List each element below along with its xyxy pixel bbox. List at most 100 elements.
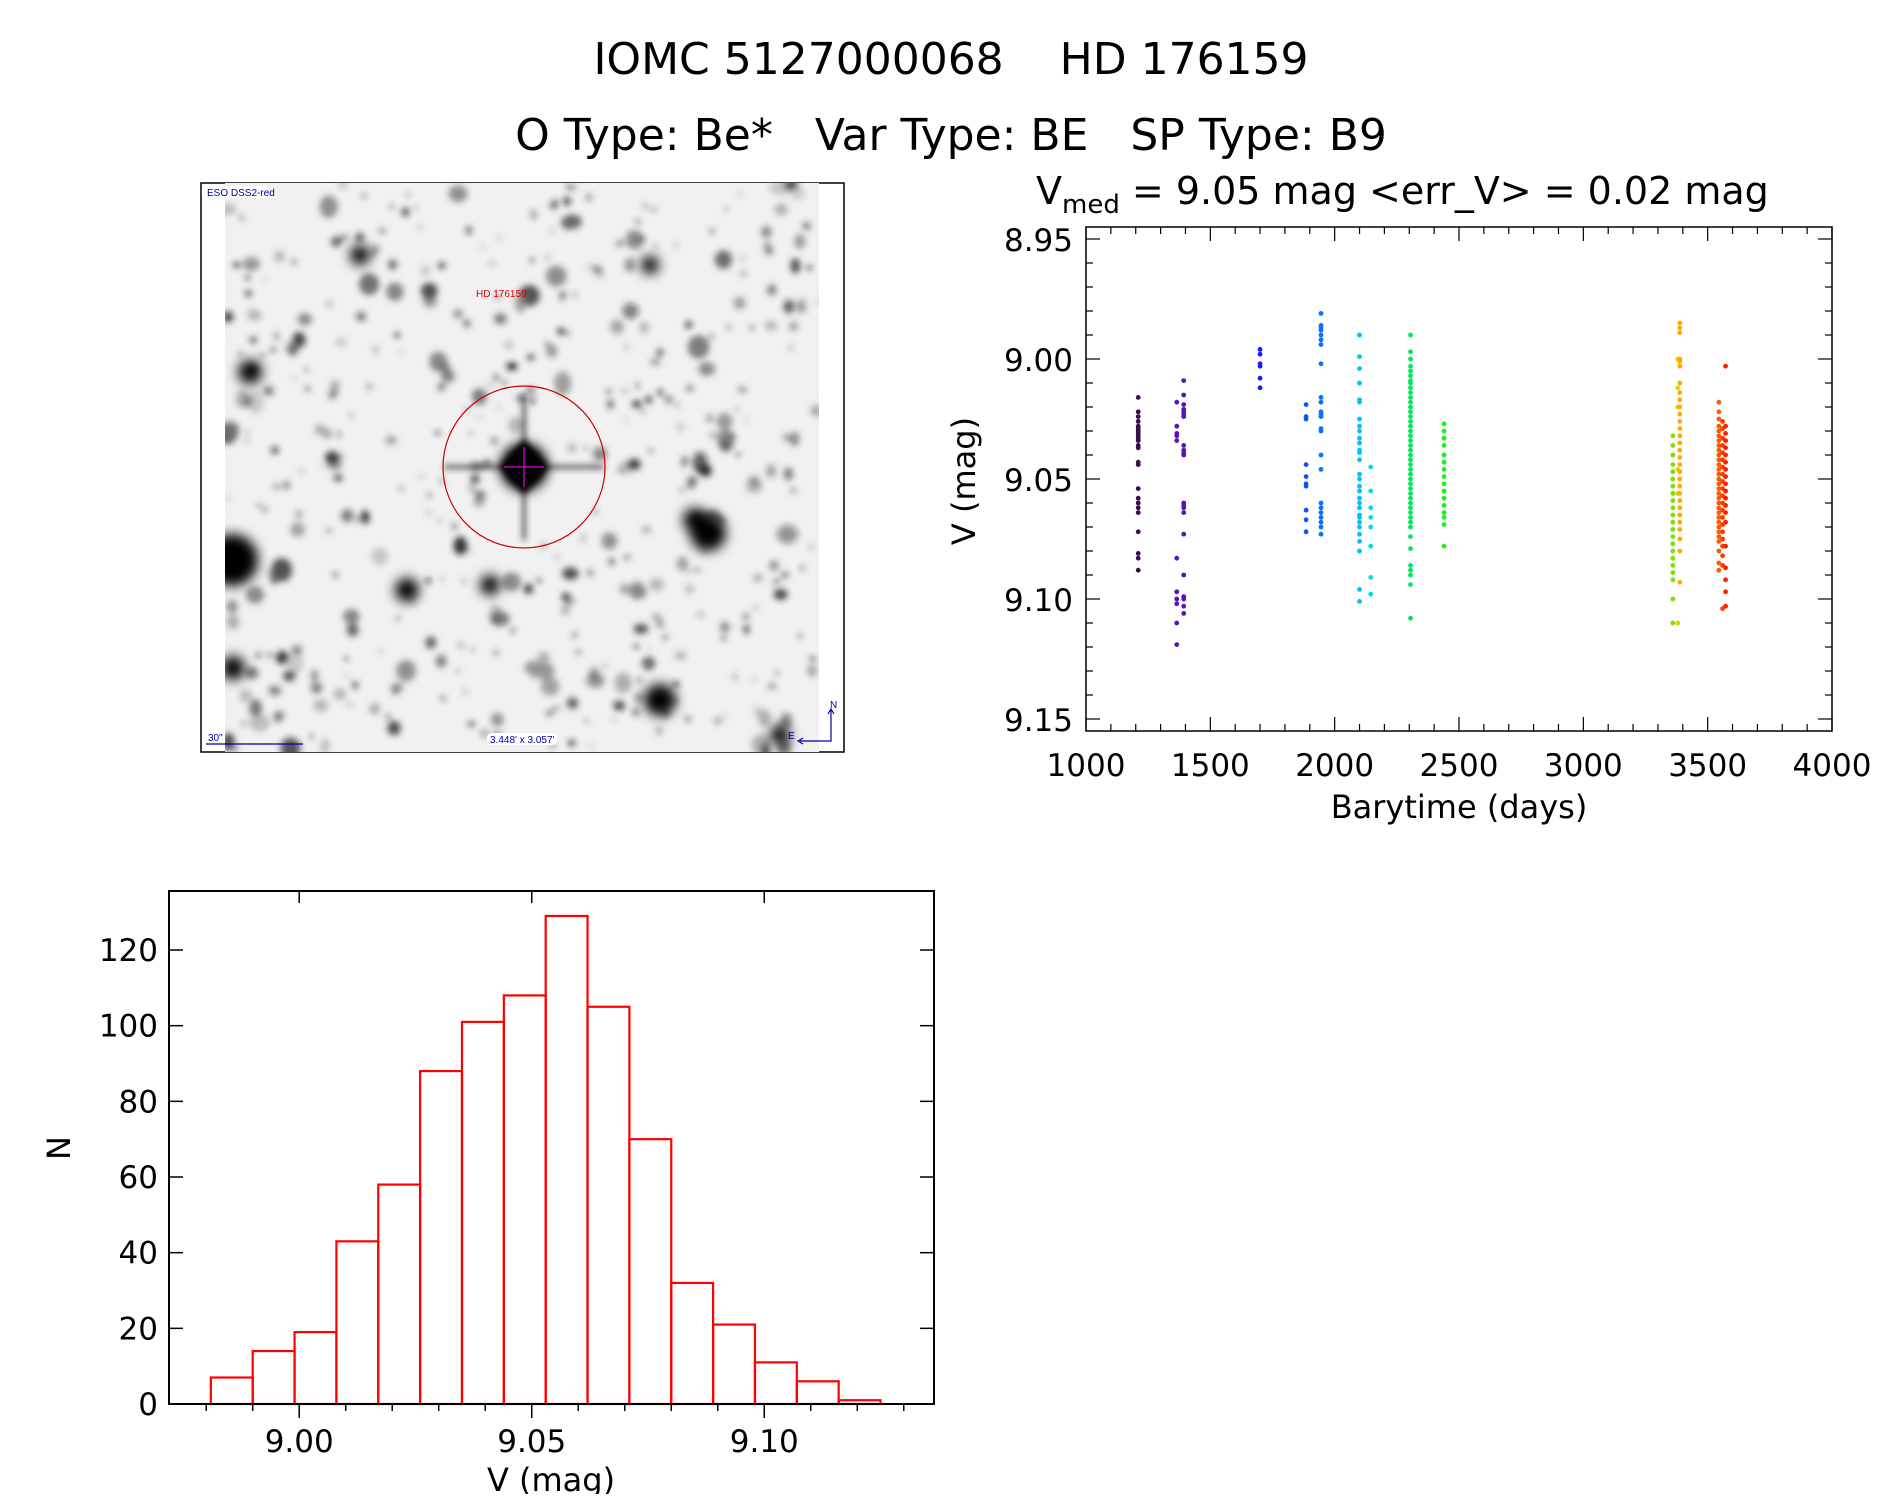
- star-blob: [493, 373, 499, 381]
- data-point: [1716, 438, 1722, 443]
- star-blob: [724, 206, 729, 213]
- data-point: [1670, 527, 1676, 532]
- data-point: [1441, 435, 1447, 441]
- data-point: [1135, 486, 1141, 491]
- data-point: [1677, 455, 1683, 460]
- star-blob: [774, 203, 788, 216]
- star-blob: [674, 651, 687, 660]
- star-blob: [526, 353, 535, 361]
- star-blob: [649, 578, 664, 592]
- star-blob: [437, 383, 446, 391]
- star-blob: [346, 702, 353, 707]
- star-blob: [656, 620, 665, 629]
- data-point: [1318, 395, 1324, 400]
- data-point: [1677, 426, 1683, 431]
- star-blob: [344, 656, 349, 661]
- star-blob: [401, 207, 410, 218]
- x-tick-label: 4000: [1793, 748, 1872, 784]
- star-blob: [348, 412, 353, 418]
- data-point: [1716, 529, 1722, 535]
- star-blob: [247, 309, 262, 321]
- star-blob: [783, 299, 795, 314]
- histogram-ylabel: N: [40, 1136, 78, 1160]
- star-blob: [440, 368, 455, 384]
- field-size-label: 3.448' x 3.057': [490, 735, 555, 746]
- data-point: [1181, 443, 1187, 448]
- data-point: [1720, 536, 1725, 542]
- star-blob: [560, 215, 577, 230]
- star-blob: [586, 194, 592, 201]
- data-point: [1368, 575, 1374, 580]
- data-point: [1368, 488, 1374, 494]
- star-blob: [640, 409, 645, 414]
- star-blob: [650, 358, 661, 366]
- data-point: [1357, 440, 1362, 446]
- star-blob: [781, 571, 789, 579]
- data-point: [1716, 423, 1722, 429]
- data-point: [1408, 534, 1413, 539]
- light-curve-title: Vmed = 9.05 mag <err_V> = 0.02 mag: [1036, 169, 1769, 220]
- data-point: [1408, 390, 1413, 395]
- data-point: [1716, 443, 1722, 448]
- star-blob: [651, 613, 663, 622]
- x-tick-label: 1000: [1047, 748, 1126, 784]
- bright-star: [225, 534, 258, 586]
- star-blob: [627, 458, 641, 470]
- star-blob: [275, 650, 290, 665]
- data-point: [1716, 467, 1722, 472]
- data-point: [1677, 411, 1683, 417]
- data-point: [1675, 620, 1681, 626]
- data-point: [1408, 395, 1413, 400]
- data-point: [1677, 527, 1683, 532]
- data-point: [1318, 428, 1324, 434]
- data-point: [1408, 491, 1413, 496]
- data-point: [1368, 515, 1374, 520]
- data-point: [1716, 500, 1722, 506]
- title-v: V: [1036, 169, 1062, 213]
- data-point: [1318, 515, 1324, 520]
- data-point: [1368, 464, 1374, 470]
- data-point: [1716, 560, 1722, 566]
- data-point: [1408, 515, 1413, 520]
- data-point: [1181, 596, 1187, 602]
- star-blob: [319, 195, 338, 218]
- star-blob: [295, 510, 303, 519]
- data-point: [1318, 337, 1324, 343]
- star-blob: [480, 729, 490, 738]
- data-point: [1441, 421, 1447, 427]
- data-point: [1357, 450, 1362, 455]
- data-point: [1357, 599, 1362, 604]
- data-point: [1135, 438, 1141, 443]
- star-blob: [616, 468, 624, 473]
- star-blob: [790, 185, 805, 201]
- data-point: [1303, 402, 1309, 407]
- star-blob: [439, 576, 445, 582]
- x-tick-label: 9.05: [497, 1424, 566, 1460]
- data-point: [1441, 510, 1447, 515]
- histogram-xlabel: V (mag): [487, 1461, 615, 1494]
- star-blob: [729, 433, 736, 440]
- star-blob: [753, 605, 759, 610]
- star-blob: [638, 236, 646, 242]
- star-blob: [270, 446, 279, 454]
- data-point: [1670, 512, 1676, 518]
- data-point: [1318, 452, 1324, 458]
- star-blob: [760, 743, 771, 752]
- star-blob: [310, 669, 319, 683]
- star-blob: [469, 486, 474, 492]
- star-blob: [330, 380, 340, 389]
- star-blob: [465, 226, 472, 235]
- star-blob: [226, 599, 238, 614]
- data-point: [1368, 591, 1374, 597]
- data-point: [1174, 642, 1180, 647]
- star-blob: [729, 624, 734, 629]
- x-tick-label: 2500: [1420, 748, 1499, 784]
- star-blob: [673, 242, 679, 248]
- star-blob: [639, 321, 650, 334]
- data-point: [1716, 452, 1722, 458]
- star-blob: [282, 481, 290, 490]
- data-point: [1716, 510, 1722, 515]
- star-blob: [544, 341, 551, 347]
- star-blob: [368, 249, 377, 258]
- bright-star: [238, 360, 262, 384]
